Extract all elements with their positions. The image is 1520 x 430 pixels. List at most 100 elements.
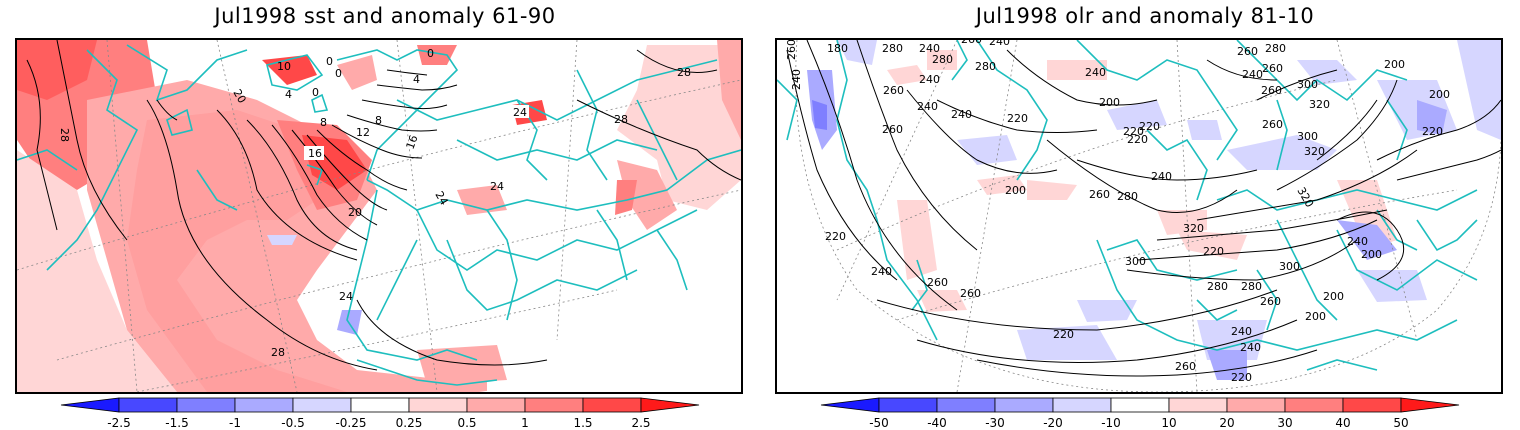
map-sst: 0 0 0 0 4 4 8 8 12 16 16 20 20 24 24 24 … [15,38,743,394]
contour-label: 28 [614,113,628,126]
contour-label: 16 [404,133,421,151]
contour-label: 260 [1237,45,1258,58]
colorbar-segment [408,397,468,413]
contour-label: 240 [917,100,938,113]
contour-label: 20 [348,206,362,219]
contour-label: 300 [1125,255,1146,268]
colorbar-segment [1400,397,1460,413]
contour-label: 240 [1347,235,1368,248]
contour-label: 28 [677,66,691,79]
olr-graticule [795,40,1501,392]
contour-label: 300 [1297,130,1318,143]
contour-label: 260 [961,40,982,46]
colorbar-tick-label: -2.5 [107,416,131,430]
contour-label: 240 [1242,68,1263,81]
colorbar-olr [820,397,1460,413]
colorbar-tick-label: -30 [985,416,1005,430]
contour-label: 220 [1203,245,1224,258]
contour-label: 4 [413,73,420,86]
contour-label: 4 [285,88,292,101]
colorbar-tick-label: -0.5 [281,416,305,430]
sst-graticule [17,40,741,392]
colorbar-tick-label: 2.5 [631,416,651,430]
contour-label: 10 [277,60,291,73]
map-olr: 180 280 240 280 240 260 240 260 240 280 … [775,38,1503,394]
contour-label: 240 [1085,66,1106,79]
contour-label: 180 [827,42,848,55]
contour-label: 240 [790,69,803,90]
sst-contour-labels: 0 0 0 0 4 4 8 8 12 16 16 20 20 24 24 24 … [58,47,691,359]
contour-label: 300 [1297,78,1318,91]
contour-label: 240 [1231,325,1252,338]
olr-anomaly-shading [807,40,1501,380]
colorbar-segment [176,397,236,413]
contour-label: 280 [932,53,953,66]
contour-label: 12 [356,126,370,139]
colorbar-segment [1226,397,1286,413]
colorbar-tick-label: 0.25 [395,416,423,430]
contour-label: 200 [1099,96,1120,109]
contour-label: 200 [1005,184,1026,197]
colorbar-tick-label: 50 [1393,416,1409,430]
colorbar-segment [640,397,700,413]
colorbar-segment [582,397,642,413]
colorbar-segment [292,397,352,413]
colorbar-tick-label: 0.5 [457,416,477,430]
contour-label: 0 [427,47,434,60]
colorbar-segment [60,397,120,413]
contour-label: 260 [1262,118,1283,131]
colorbar-segment [1110,397,1170,413]
contour-label: 220 [1007,112,1028,125]
contour-label: 8 [375,114,382,127]
sst-anomaly-shading [17,40,741,392]
contour-label: 240 [871,265,892,278]
contour-label: 280 [1265,42,1286,55]
colorbar-tick-label: 1.5 [573,416,593,430]
colorbar-tick-label: -0.25 [335,416,367,430]
contour-label: 300 [1279,260,1300,273]
contour-label: 24 [490,180,504,193]
colorbar-segment [1284,397,1344,413]
colorbar-segment [820,397,880,413]
colorbar-segment [234,397,294,413]
contour-label: 24 [513,106,527,119]
contour-label: 260 [1262,62,1283,75]
contour-label-box [509,105,529,118]
colorbar-segment [1342,397,1402,413]
contour-label: 220 [1127,133,1148,146]
contour-label-box [304,146,324,160]
contour-label: 260 [882,123,903,136]
contour-label: 320 [1183,222,1204,235]
olr-contour-labels: 180 280 240 280 240 260 240 260 240 280 … [785,40,1450,384]
colorbar-sst-segments [60,397,700,413]
contour-label: 260 [927,276,948,289]
colorbar-tick-label: -50 [869,416,889,430]
contour-label: 240 [1151,170,1172,183]
colorbar-segment [118,397,178,413]
colorbar-tick-label: 1 [521,416,529,430]
contour-label: 320 [1309,98,1330,111]
colorbar-segment [350,397,410,413]
map-olr-svg: 180 280 240 280 240 260 240 260 240 280 … [777,40,1501,392]
contour-label: 200 [1305,310,1326,323]
contour-label: 24 [432,189,450,208]
contour-label: 220 [825,230,846,243]
olr-coastlines [777,40,1478,371]
contour-label: 280 [975,60,996,73]
sst-coastlines [17,44,741,386]
contour-label: 0 [312,86,319,99]
sst-contours [26,40,741,371]
contour-label: 240 [951,108,972,121]
colorbar-tick-label: -20 [1043,416,1063,430]
contour-label: 220 [1139,120,1160,133]
colorbar-tick-label: 40 [1335,416,1351,430]
contour-label: 320 [1304,145,1325,158]
contour-label: 240 [1240,341,1261,354]
contour-label: 200 [1429,88,1450,101]
map-sst-svg: 0 0 0 0 4 4 8 8 12 16 16 20 20 24 24 24 … [17,40,741,392]
olr-contours [786,40,1501,377]
contour-label: 220 [1123,125,1144,138]
colorbar-sst [60,397,700,413]
panel-title-sst: Jul1998 sst and anomaly 61-90 [214,4,556,28]
contour-label: 200 [1323,290,1344,303]
